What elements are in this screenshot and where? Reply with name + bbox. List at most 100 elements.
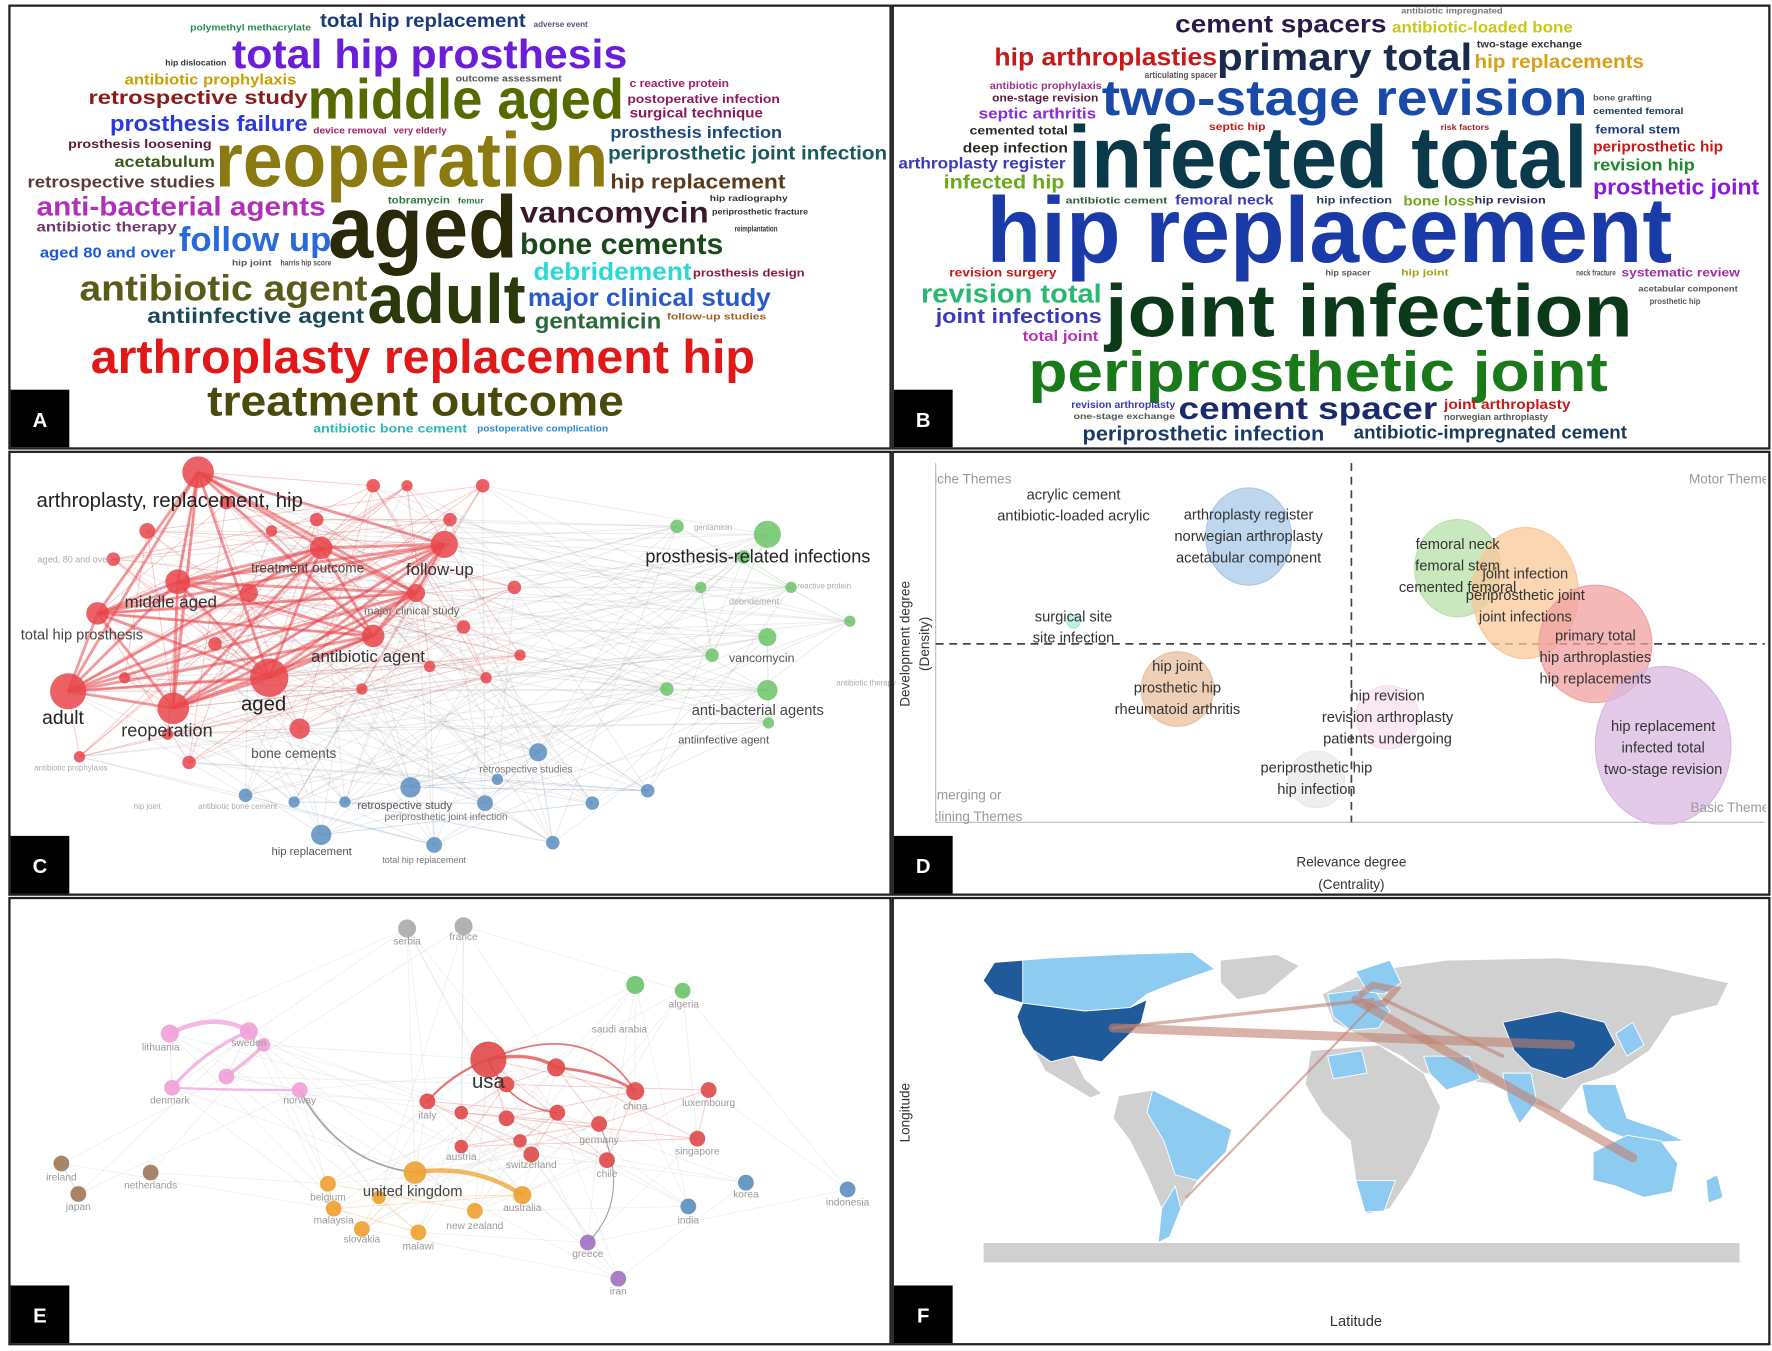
edge — [488, 1059, 689, 1207]
edge — [587, 1123, 600, 1243]
theme-label: joint infection — [1482, 566, 1569, 582]
node — [674, 982, 691, 999]
word: hip joint — [1401, 268, 1448, 278]
edge — [299, 677, 487, 730]
theme-label: infected total — [1622, 740, 1705, 756]
edge — [333, 1208, 419, 1233]
node — [762, 717, 775, 729]
edge — [361, 1101, 428, 1230]
theme-label: arthroplasty register — [1184, 508, 1314, 524]
edge — [372, 485, 769, 724]
edge — [320, 546, 417, 595]
theme-label: periprosthetic hip — [1261, 761, 1373, 777]
node — [585, 796, 600, 810]
edge — [245, 666, 430, 796]
quadrant-label: Basic Themes — [1691, 800, 1772, 815]
edge — [444, 533, 768, 545]
edge — [198, 471, 374, 487]
edge — [372, 635, 648, 792]
node — [325, 1200, 342, 1217]
word: periprosthetic infection — [1083, 424, 1325, 446]
word: septic arthritis — [979, 107, 1096, 123]
edge — [176, 471, 200, 583]
edge — [587, 1123, 615, 1243]
edge — [294, 801, 485, 804]
node — [403, 1161, 427, 1184]
node — [73, 751, 86, 763]
edge — [461, 1084, 507, 1114]
edge — [171, 1087, 416, 1173]
word: prosthesis infection — [610, 123, 782, 142]
edge — [167, 626, 464, 735]
edge — [531, 1154, 746, 1184]
word: periprosthetic fracture — [712, 208, 809, 217]
edge — [598, 990, 684, 1125]
edge — [197, 471, 593, 804]
node-label: vancomycin — [729, 651, 795, 665]
edge — [171, 581, 180, 709]
word: postoperative complication — [477, 424, 608, 434]
word: bone cements — [520, 228, 723, 261]
edge — [197, 471, 769, 724]
edge — [79, 688, 667, 758]
edge — [167, 485, 374, 735]
edge — [474, 984, 636, 1212]
theme-bubble — [1205, 487, 1293, 586]
edge — [415, 525, 678, 594]
edge — [506, 1090, 636, 1119]
node-label: belgium — [310, 1193, 346, 1204]
edge — [173, 654, 713, 709]
edge — [271, 530, 792, 588]
word: retrospective studies — [28, 173, 216, 192]
node — [239, 1022, 258, 1041]
node — [470, 1041, 507, 1078]
node-label: netherlands — [124, 1180, 177, 1191]
word: joint infections — [935, 306, 1102, 328]
node — [591, 1116, 607, 1132]
theme-label: hip arthroplasties — [1540, 650, 1652, 666]
edge — [618, 1182, 747, 1280]
node — [454, 1105, 469, 1120]
edge — [167, 733, 322, 836]
node-label: antibiotic bone cement — [198, 802, 278, 811]
node — [626, 975, 645, 995]
node — [86, 602, 109, 625]
node — [423, 660, 436, 673]
edge — [271, 530, 744, 558]
node — [753, 520, 781, 548]
node — [549, 1104, 566, 1121]
edge — [67, 546, 322, 693]
node-label: germany — [579, 1135, 619, 1146]
edge — [271, 530, 515, 588]
word: one-stage revision — [992, 93, 1098, 105]
node-label: new zealand — [446, 1221, 503, 1232]
word-cloud: antibiotic impregnated cement spacers anti… — [898, 7, 1759, 446]
edge — [79, 756, 246, 796]
edge — [248, 1030, 462, 1147]
word: middle aged — [308, 68, 624, 131]
node — [454, 1139, 469, 1154]
edge — [415, 592, 539, 753]
word: hip replacement — [610, 172, 785, 194]
edge — [530, 1112, 558, 1155]
edge — [708, 1089, 848, 1190]
word: vancomycin — [520, 197, 709, 230]
edge — [197, 470, 417, 595]
node — [289, 718, 310, 739]
edge — [522, 1194, 589, 1243]
edge — [449, 519, 850, 622]
word: risk factors — [1441, 123, 1490, 132]
edge — [427, 1100, 558, 1114]
node-label: malaysia — [314, 1215, 354, 1226]
edge — [113, 519, 451, 560]
word-cloud: polymethyl methacrylate total hip replace… — [28, 11, 888, 436]
word: device removal — [313, 125, 386, 135]
edge — [173, 707, 486, 804]
edge — [513, 587, 649, 791]
node-label: antibiotic therapy — [836, 679, 896, 688]
x-axis-label: (Centrality) — [1318, 877, 1384, 892]
theme-label: rheumatoid arthritis — [1115, 702, 1241, 718]
node — [238, 788, 253, 803]
edge — [344, 801, 553, 844]
node — [610, 1270, 627, 1287]
